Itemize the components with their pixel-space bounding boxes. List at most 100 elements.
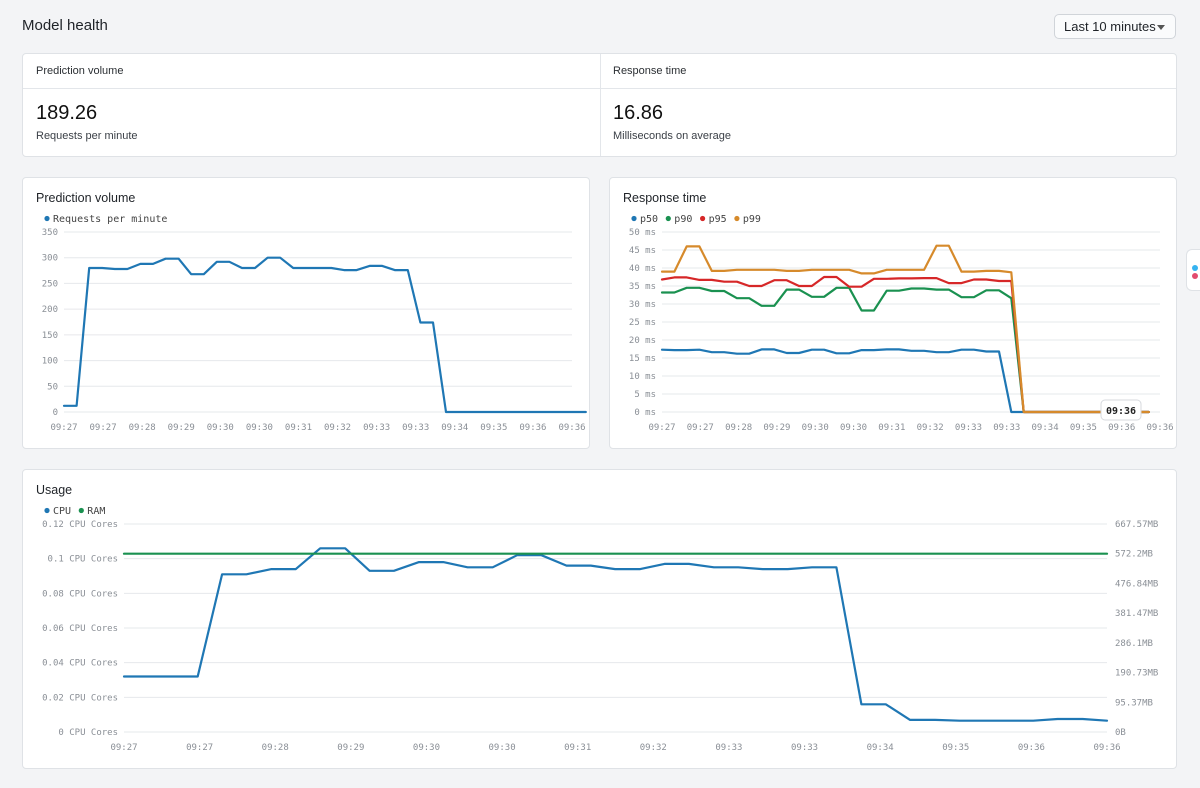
summary-value: 189.26	[36, 102, 98, 124]
chart-title: Prediction volume	[36, 191, 136, 205]
y-tick-label: 30 ms	[629, 300, 656, 310]
y-tick-label: 0.06 CPU Cores	[42, 624, 118, 634]
usage-chart[interactable]: CPU RAM 0 CPU Cores 0.02 CPU Cores 0.04 CPU …	[23, 470, 1176, 768]
y2-tick-label: 0B	[1115, 728, 1126, 738]
legend-label: p50	[640, 214, 658, 225]
response-time-summary: Response time 16.86 Milliseconds on aver…	[600, 54, 1176, 156]
x-tick-label: 09:33	[715, 743, 742, 753]
legend-marker	[700, 215, 706, 222]
x-tick-label: 09:32	[324, 423, 351, 433]
x-tick-label: 09:36	[558, 423, 585, 433]
x-tick-label: 09:34	[441, 423, 468, 433]
legend-marker	[631, 215, 637, 222]
x-tick-label: 09:33	[402, 423, 429, 433]
x-tick-label: 09:34	[1032, 423, 1059, 433]
x-tick-label: 09:35	[480, 423, 507, 433]
y-tick-label: 0.08 CPU Cores	[42, 589, 118, 599]
x-tick-label: 09:33	[363, 423, 390, 433]
x-tick-label: 09:27	[90, 423, 117, 433]
x-tick-label: 09:36	[1146, 423, 1173, 433]
widget-icon-dot	[1192, 273, 1198, 279]
page-title: Model health	[22, 17, 108, 34]
y-tick-label: 50 ms	[629, 228, 656, 238]
legend-marker	[44, 215, 50, 222]
x-tick-label: 09:30	[207, 423, 234, 433]
x-tick-label: 09:31	[564, 743, 591, 753]
summary-caption: Milliseconds on average	[613, 130, 732, 142]
legend-marker	[44, 507, 50, 514]
x-tick-label: 09:30	[840, 423, 867, 433]
x-tick-label: 09:33	[993, 423, 1020, 433]
prediction-volume-chart[interactable]: Requests per minute 0 50 100 150 200 250 300 350…	[23, 178, 589, 448]
series-line-p99	[660, 244, 1150, 414]
x-tick-label: 09:36	[1018, 743, 1045, 753]
prediction-volume-summary: Prediction volume 189.26 Requests per mi…	[23, 54, 601, 156]
summary-caption: Requests per minute	[36, 130, 138, 142]
x-tick-label: 09:28	[262, 743, 289, 753]
y-tick-label: 35 ms	[629, 282, 656, 292]
legend-label: Requests per minute	[53, 214, 167, 225]
legend-marker	[665, 215, 671, 222]
y2-tick-label: 381.47MB	[1115, 609, 1158, 619]
chart-title: Response time	[623, 191, 707, 205]
x-tick-label: 09:28	[129, 423, 156, 433]
x-tick-label: 09:27	[687, 423, 714, 433]
x-tick-label: 09:29	[168, 423, 195, 433]
x-tick-label: 09:27	[50, 423, 77, 433]
x-tick-label: 09:31	[878, 423, 905, 433]
y-tick-label: 40 ms	[629, 264, 656, 274]
x-tick-label: 09:33	[791, 743, 818, 753]
y-tick-label: 25 ms	[629, 318, 656, 328]
x-tick-label: 09:36	[1108, 423, 1135, 433]
side-widget-tab[interactable]	[1186, 249, 1200, 291]
legend-marker	[78, 507, 84, 514]
y-tick-label: 0 CPU Cores	[58, 728, 118, 738]
x-tick-label: 09:35	[942, 743, 969, 753]
x-tick-label: 09:27	[110, 743, 137, 753]
legend-label: RAM	[87, 506, 105, 517]
y2-tick-label: 667.57MB	[1115, 520, 1158, 530]
y2-tick-label: 286.1MB	[1115, 639, 1153, 649]
y-tick-label: 100	[42, 357, 58, 367]
y-tick-label: 350	[42, 228, 58, 238]
chart-legend: Requests per minute	[44, 214, 167, 225]
y-tick-label: 10 ms	[629, 372, 656, 382]
chart-title: Usage	[36, 483, 73, 497]
legend-label: CPU	[53, 506, 71, 517]
chevron-down-icon	[1157, 25, 1165, 30]
y-tick-label: 0.12 CPU Cores	[42, 520, 118, 530]
x-tick-label: 09:29	[337, 743, 364, 753]
tooltip-box	[1100, 399, 1142, 421]
x-tick-label: 09:27	[186, 743, 213, 753]
series-line-p50	[660, 348, 1150, 414]
x-tick-label: 09:29	[763, 423, 790, 433]
x-tick-label: 09:34	[867, 743, 894, 753]
y2-tick-label: 190.73MB	[1115, 669, 1158, 679]
response-time-chart[interactable]: p50 p90 p95 p99 0 ms 5 ms 10 ms 15 ms 20 ms 25 ms…	[610, 178, 1176, 448]
summary-value: 16.86	[613, 102, 664, 124]
y2-tick-label: 95.37MB	[1115, 698, 1153, 708]
response-time-card: Response time p50 p90 p95 p99 0 ms 5 ms 10 ms 1…	[609, 177, 1177, 449]
y-tick-label: 0	[53, 408, 58, 418]
y-tick-label: 150	[42, 331, 58, 341]
time-range-select[interactable]: Last 10 minutes	[1054, 14, 1176, 39]
chart-legend: CPU RAM	[44, 506, 105, 517]
series-line-cpu	[122, 547, 1109, 722]
legend-label: p99	[743, 214, 761, 225]
x-tick-label: 09:35	[1070, 423, 1097, 433]
x-tick-label: 09:31	[285, 423, 312, 433]
legend-marker	[734, 215, 740, 222]
x-tick-label: 09:27	[648, 423, 675, 433]
x-tick-label: 09:33	[955, 423, 982, 433]
y-tick-label: 0.02 CPU Cores	[42, 693, 118, 703]
x-tick-label: 09:36	[1093, 743, 1120, 753]
y-tick-label: 15 ms	[629, 354, 656, 364]
summary-label: Prediction volume	[23, 54, 600, 89]
x-tick-label: 09:30	[413, 743, 440, 753]
x-tick-label: 09:36	[519, 423, 546, 433]
y-tick-label: 250	[42, 279, 58, 289]
prediction-volume-card: Prediction volume Requests per minute 0 50…	[22, 177, 590, 449]
legend-label: p95	[709, 214, 727, 225]
time-range-label: Last 10 minutes	[1064, 19, 1156, 34]
y-tick-label: 0.04 CPU Cores	[42, 659, 118, 669]
